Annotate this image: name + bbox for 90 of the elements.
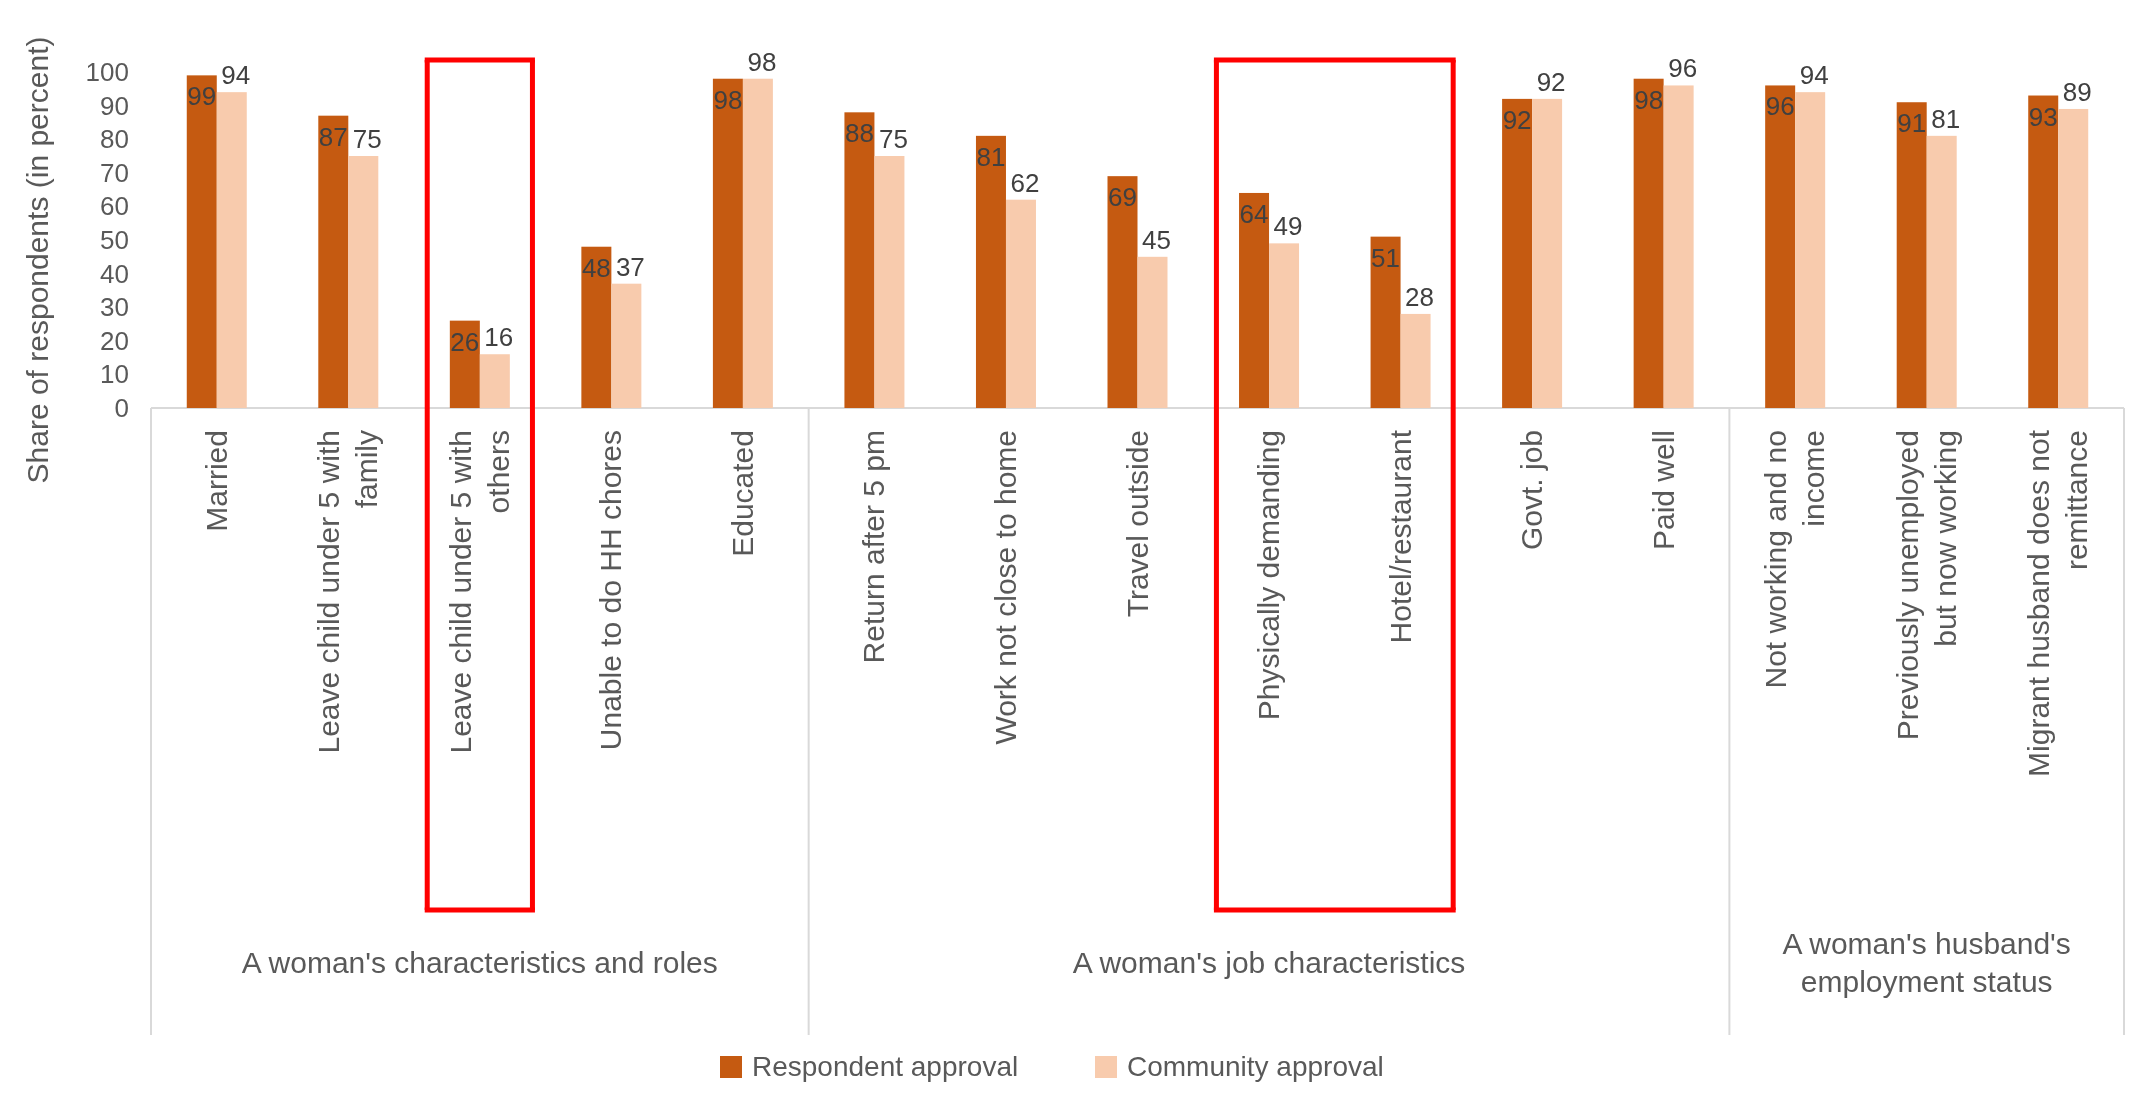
bar [1107,176,1138,408]
data-label: 88 [844,118,874,149]
data-label: 81 [976,141,1006,172]
y-tick-label: 30 [100,292,129,323]
data-label: 49 [1273,211,1303,242]
data-label: 75 [352,124,382,154]
bar [1633,78,1664,408]
data-label: 87 [318,121,348,152]
y-tick-label: 40 [100,258,129,289]
x-tick-label: Married [199,430,233,532]
data-label: 16 [484,322,514,353]
bar [2058,108,2089,408]
bar [186,75,217,408]
y-tick-label: 90 [100,90,129,121]
legend-label: Community approval [1127,1051,1384,1082]
bar [1896,102,1927,408]
data-label: 75 [878,124,908,154]
data-label: 92 [1502,104,1532,135]
bar [611,283,642,408]
x-tick-label: Leave child under 5 with family [312,430,384,754]
y-axis-title: Share of respondents (in percent) [21,36,54,484]
y-tick-label: 20 [100,325,129,356]
data-label: 81 [1931,103,1961,134]
data-label: 92 [1536,66,1566,97]
bar [1137,256,1168,408]
x-tick-label: Unable to do HH chores [594,430,628,751]
data-label: 51 [1371,242,1401,273]
data-label: 99 [187,81,217,112]
x-tick-label: Work not close to home [988,430,1022,745]
bar [1269,243,1300,408]
bar [449,320,480,408]
bar [216,92,247,408]
x-tick-label: Physically demanding [1252,430,1286,721]
data-label: 96 [1668,53,1698,84]
bar [712,78,743,408]
bar [1400,313,1431,408]
legend-label: Respondent approval [752,1051,1019,1082]
bar [479,354,510,408]
x-tick-label: Paid well [1646,430,1680,551]
bar [1370,236,1401,408]
data-label: 28 [1405,281,1435,312]
data-label: 98 [713,84,743,115]
data-label: 93 [2028,101,2058,132]
data-label: 94 [1799,60,1829,91]
bar [1239,192,1270,408]
data-label: 94 [221,60,251,91]
y-tick-label: 10 [100,359,129,390]
x-tick-label: Hotel/restaurant [1383,429,1417,644]
bar [975,135,1006,408]
bar [318,115,349,408]
bar [844,112,875,408]
data-label: 98 [747,46,777,77]
bar [1765,85,1796,408]
y-tick-label: 100 [85,57,129,87]
data-label: 45 [1142,224,1171,255]
text: A woman's job characteristics [1072,946,1466,979]
text: A woman's characteristics and roles [241,946,718,979]
bar [742,78,773,408]
data-label: 48 [581,252,611,283]
data-label: 26 [450,326,480,357]
y-tick-label: 80 [100,124,129,155]
x-tick-label: Leave child under 5 with others [443,430,515,754]
bar [1795,92,1826,408]
data-label: 62 [1010,167,1040,198]
y-tick-label: 50 [100,225,129,255]
bar [874,156,905,408]
bar [348,156,379,408]
text: A woman's husband's employment status [1782,927,2071,998]
bar [1926,135,1957,408]
data-label: 96 [1765,91,1795,122]
data-label: 37 [615,251,645,282]
data-label: 98 [1634,84,1664,115]
bar [581,246,612,408]
y-tick-label: 60 [100,191,129,222]
x-tick-label: Not working and no income [1759,430,1831,689]
x-tick-label: Travel outside [1120,430,1154,618]
data-label: 89 [2062,76,2092,107]
data-label: 64 [1239,198,1269,229]
x-tick-label: Educated [725,430,759,557]
x-tick-label: Return after 5 pm [857,430,891,664]
bar [1532,98,1563,408]
bar [1663,85,1694,408]
bar [1005,199,1036,408]
bar [1502,98,1533,408]
y-tick-label: 70 [100,157,129,188]
data-label: 69 [1108,182,1137,213]
x-tick-label: Govt. job [1515,430,1549,551]
data-label: 91 [1897,108,1927,139]
y-tick-label: 0 [114,393,129,423]
bar [2028,95,2059,408]
